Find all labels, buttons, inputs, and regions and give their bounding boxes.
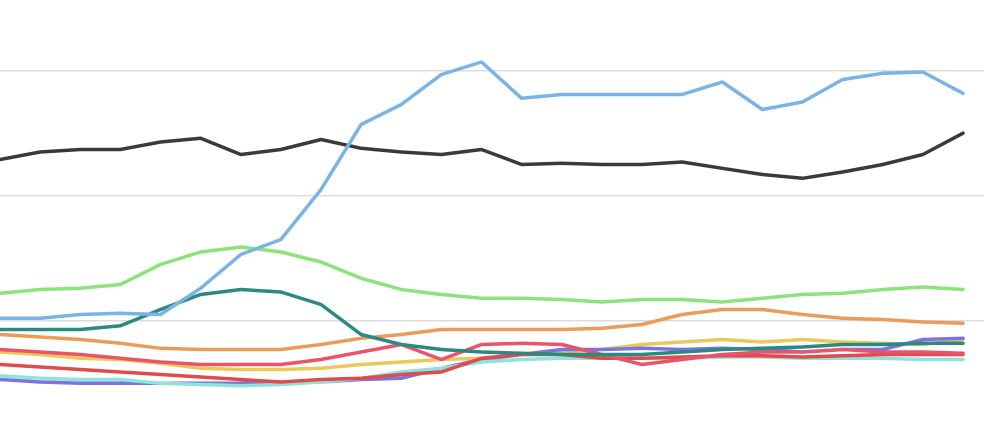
series-line [0, 245, 965, 304]
series-line [0, 60, 965, 321]
series-line [0, 352, 965, 384]
series-line [0, 307, 965, 352]
series-line [0, 287, 965, 357]
series-line [0, 131, 965, 181]
series-line [0, 341, 965, 367]
